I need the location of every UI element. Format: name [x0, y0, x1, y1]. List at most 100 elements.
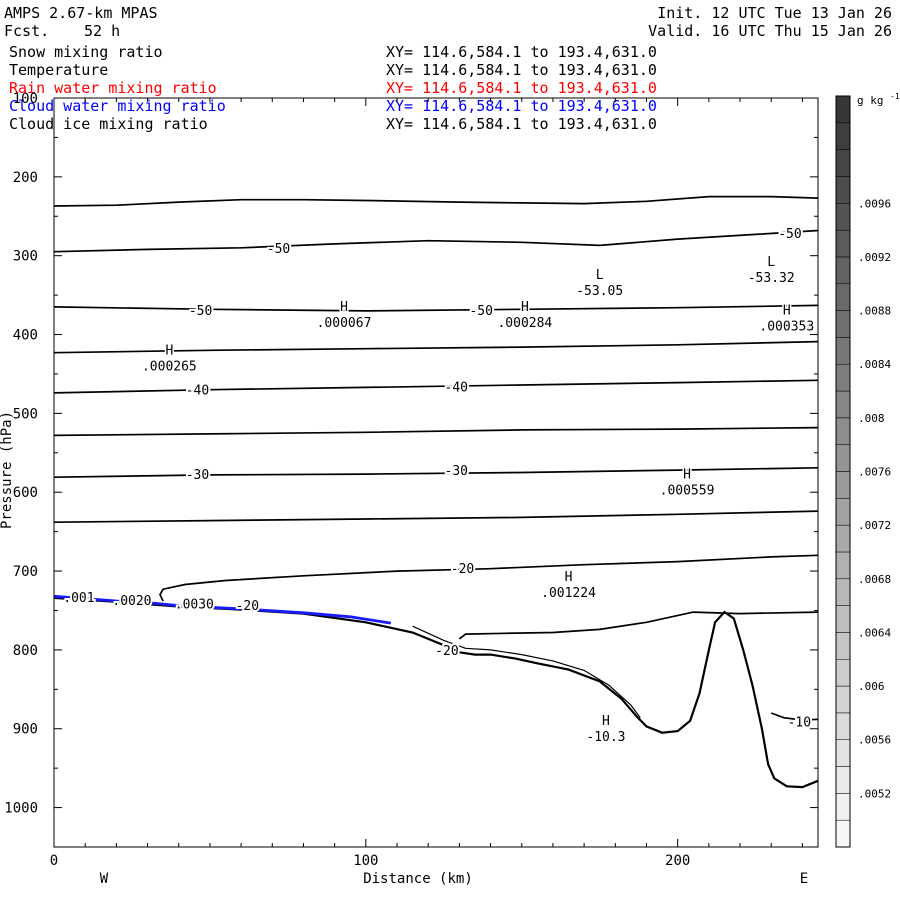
colorbar-box: [835, 819, 851, 848]
colorbar-box: [835, 551, 851, 580]
field-xy-snow: XY= 114.6,584.1 to 193.4,631.0: [386, 43, 657, 61]
temperature-contour: [53, 466, 819, 479]
field-name-snow: Snow mixing ratio: [9, 43, 163, 61]
temperature-contour: [770, 712, 819, 721]
extremum-symbol: L: [767, 255, 775, 270]
field-xy-cloud-water: XY= 114.6,584.1 to 193.4,631.0: [386, 97, 657, 115]
x-tick-label: 0: [50, 853, 58, 869]
extremum-marker: L-53.05: [575, 266, 625, 300]
init-time: Init. 12 UTC Tue 13 Jan 26: [657, 4, 892, 22]
extremum-marker: L-53.32: [746, 254, 796, 288]
contour-label: -40: [445, 381, 468, 396]
extremum-marker: H.000265: [140, 342, 198, 376]
temperature-contour: [458, 611, 819, 640]
y-tick-label: 800: [13, 643, 38, 659]
label-layer: -50 -50 -50 -50 -40 -40 -30 -30 -20 -20 -20 -10 .001…: [61, 225, 816, 747]
field-name-rain: Rain water mixing ratio: [9, 79, 217, 97]
extremum-value: .000353: [759, 319, 814, 334]
extremum-value: -10.3: [586, 730, 625, 745]
colorbar-box: [835, 605, 851, 633]
colorbar-box: [835, 471, 851, 499]
extremum-marker: H.000559: [658, 466, 716, 500]
y-tick-label: 500: [13, 406, 38, 422]
extremum-value: .000284: [497, 316, 552, 331]
contour-label: -50: [189, 304, 212, 319]
colorbar-label: .008: [858, 412, 885, 425]
y-tick-label: 300: [13, 249, 38, 265]
colorbar-label: .0052: [858, 787, 891, 800]
colorbar-label: .006: [858, 680, 885, 693]
colorbar-label: .0084: [858, 358, 891, 371]
colorbar-box: [835, 578, 851, 606]
colorbar-label: .0056: [858, 734, 891, 747]
terrain-profile: [53, 596, 819, 789]
colorbar-label: .0064: [858, 626, 891, 639]
field-xy-temperature: XY= 114.6,584.1 to 193.4,631.0: [386, 61, 657, 79]
temperature-contour: [53, 340, 819, 354]
colorbar-box: [835, 793, 851, 821]
extremum-marker: H-10.3: [585, 713, 627, 747]
colorbar-box: [835, 685, 851, 714]
x-tick-label: 200: [665, 853, 690, 869]
colorbar-box: [835, 337, 851, 365]
colorbar-box: [835, 149, 851, 177]
contour-label: .0030: [175, 597, 214, 612]
extremum-symbol: H: [683, 467, 691, 482]
contour-label: -40: [186, 384, 209, 399]
forecast-label: Fcst.: [4, 22, 50, 40]
colorbar-box: [835, 739, 851, 767]
contour-label: -20: [451, 562, 474, 577]
direction-east: E: [800, 871, 808, 887]
colorbar-box: [835, 632, 851, 660]
contour-label: -50: [778, 227, 801, 242]
contour-label: .0020: [112, 594, 151, 609]
contour-label: -20: [236, 599, 259, 614]
colorbar-box: [835, 95, 851, 124]
extremum-marker: H.001224: [540, 568, 598, 602]
colorbar-frame: [835, 95, 851, 848]
extremum-marker: H.000067: [315, 299, 373, 333]
temperature-contour: [53, 379, 819, 394]
extremum-symbol: H: [783, 303, 791, 318]
y-tick-label: 900: [13, 722, 38, 738]
forecast-hours: 52 h: [84, 22, 121, 40]
extremum-value: -53.32: [748, 271, 795, 286]
colorbar-box: [835, 122, 851, 150]
field-name-temperature: Temperature: [9, 61, 109, 79]
temperature-contour: [53, 195, 819, 207]
extremum-symbol: H: [602, 714, 610, 729]
extremum-value: -53.05: [576, 284, 623, 299]
plot-frame: [53, 97, 819, 848]
colorbar-box: [835, 444, 851, 472]
colorbar-label: .0072: [858, 519, 891, 532]
contour-label: -10: [788, 716, 811, 731]
cloud-water-contour: [53, 594, 392, 625]
colorbar-label: .0092: [858, 251, 891, 264]
colorbar-unit: g kg: [857, 94, 884, 107]
contour-label: -30: [445, 464, 468, 479]
field-xy-rain: XY= 114.6,584.1 to 193.4,631.0: [386, 79, 657, 97]
colorbar-box: [835, 417, 851, 445]
field-name-cloud-ice: Cloud ice mixing ratio: [9, 115, 208, 133]
y-tick-label: 700: [13, 564, 38, 580]
y-tick-label: 600: [13, 485, 38, 501]
colorbar-box: [835, 659, 851, 687]
contour-layer: [53, 195, 819, 789]
extremum-symbol: L: [596, 268, 604, 283]
colorbar-label: .0068: [858, 573, 891, 586]
x-axis-title: Distance (km): [363, 871, 473, 887]
mixing-ratio-contour: [412, 625, 641, 719]
colorbar: .0096 .0092 .0088 .0084 .008 .0076 .0072 .0068.…: [835, 92, 900, 848]
extremum-marker: H.000353: [758, 302, 816, 336]
temperature-contour: [53, 229, 819, 253]
colorbar-box: [835, 256, 851, 284]
y-tick-label: 200: [13, 170, 38, 186]
extremum-symbol: H: [165, 344, 173, 359]
temperature-contour: [159, 554, 819, 602]
contour-label: -30: [186, 468, 209, 483]
extremum-symbol: H: [565, 570, 573, 585]
extremum-value: .000067: [317, 316, 372, 331]
extremum-value: .001224: [541, 586, 596, 601]
contour-label: -20: [435, 644, 458, 659]
